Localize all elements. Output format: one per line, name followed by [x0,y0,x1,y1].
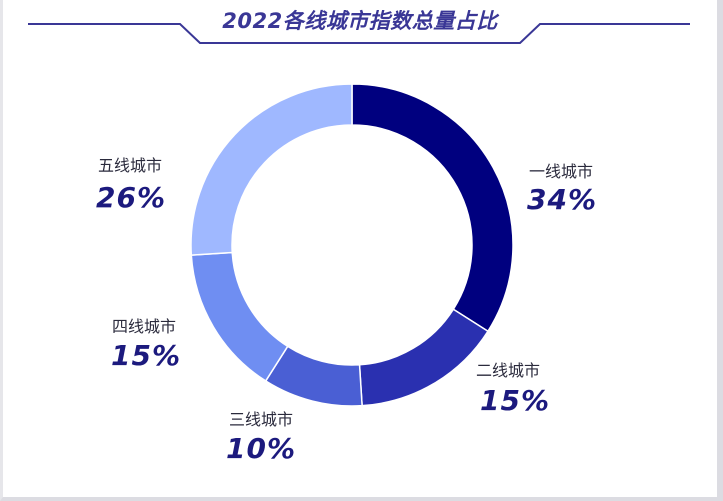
slice-label-tier2: 二线城市 [476,361,541,380]
donut-slice-1 [351,83,514,333]
slice-label-tier1: 一线城市 [529,162,594,181]
donut-slice-4 [190,251,289,382]
slice-value-tier3: 10% [226,432,297,465]
slice-label-tier5: 五线城市 [98,156,163,175]
slice-value-tier1: 34% [527,183,598,216]
donut-slice-5 [190,83,353,256]
slice-label-tier4: 四线城市 [112,317,177,336]
slice-value-tier5: 26% [96,181,167,214]
title-decoration [28,23,690,44]
slice-label-tier3: 三线城市 [229,410,294,429]
slice-value-tier4: 15% [111,339,182,372]
slice-value-tier2: 15% [480,384,551,417]
chart-title: 2022各线城市指数总量占比 [222,9,498,33]
donut-slice-2 [358,308,489,407]
